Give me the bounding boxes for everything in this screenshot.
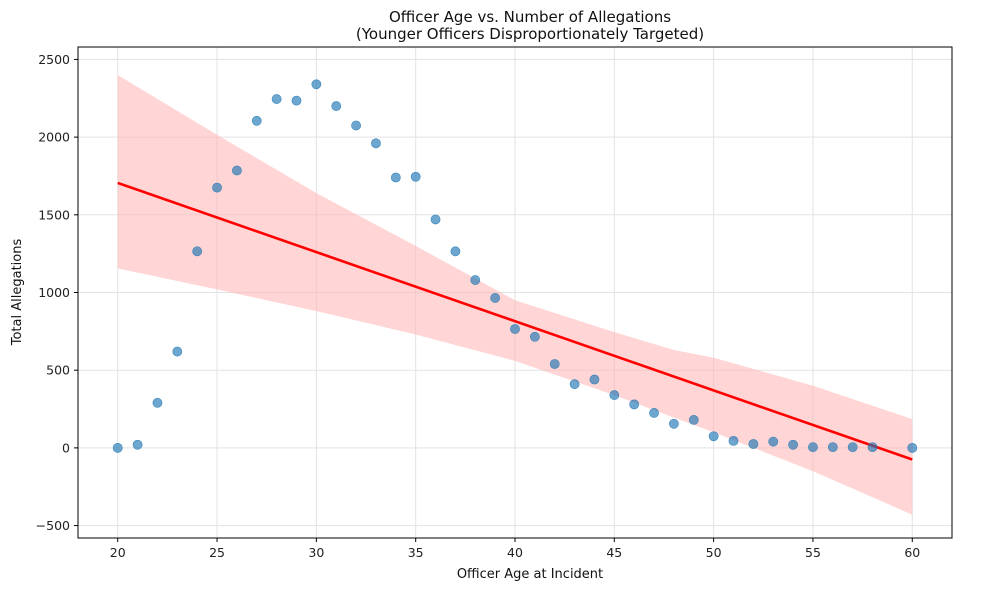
scatter-point — [291, 95, 302, 106]
scatter-point — [867, 442, 878, 453]
scatter-point — [410, 171, 421, 182]
scatter-point — [549, 359, 560, 369]
regression-line-layer — [117, 181, 913, 461]
y-tick-label: 0 — [62, 440, 70, 455]
scatter-point — [212, 182, 222, 193]
y-tick-label: 2500 — [38, 52, 70, 67]
scatter-point — [192, 246, 203, 257]
scatter-point — [688, 415, 699, 425]
scatter-point — [629, 399, 640, 410]
scatter-point — [669, 418, 679, 429]
scatter-point — [371, 138, 381, 149]
scatter-point — [232, 165, 242, 176]
scatter-point — [450, 246, 461, 257]
scatter-point — [768, 436, 779, 447]
scatter-point — [589, 374, 600, 385]
scatter-point — [351, 120, 361, 131]
y-tick-label: 1500 — [38, 207, 70, 222]
tick-labels: 20 25 30 35 40 45 50 55 60 −500 0 500 1000 1500 2000 25… — [36, 52, 921, 560]
confidence-band — [117, 75, 913, 515]
scatter-point — [529, 331, 540, 342]
x-tick-label: 30 — [308, 545, 324, 560]
grid — [78, 47, 952, 538]
scatter-point — [251, 115, 262, 126]
y-tick-label: 500 — [46, 363, 70, 378]
regression-line — [117, 181, 913, 461]
scatter-point — [649, 408, 659, 418]
scatter-point — [847, 442, 858, 453]
y-tick-label: 1000 — [38, 285, 70, 300]
x-tick-label: 55 — [805, 545, 821, 560]
scatter-point — [331, 101, 342, 111]
y-axis-label: Total Allegations — [10, 239, 25, 347]
y-tick-label: −500 — [36, 518, 70, 533]
confidence-band-layer — [117, 75, 913, 515]
scatter-point — [311, 79, 322, 90]
x-tick-label: 45 — [606, 545, 622, 560]
scatter-point — [808, 442, 818, 453]
chart-subtitle: (Younger Officers Disproportionately Tar… — [356, 25, 704, 43]
scatter-point — [748, 439, 759, 449]
scatter-point — [112, 442, 123, 453]
x-tick-label: 40 — [507, 545, 523, 560]
scatter-point — [172, 346, 183, 357]
x-tick-label: 20 — [110, 545, 126, 560]
scatter-point — [490, 293, 501, 303]
chart-title: Officer Age vs. Number of Allegations — [389, 8, 671, 26]
scatter-point — [430, 214, 441, 225]
x-tick-label: 60 — [904, 545, 920, 560]
scatter-point — [152, 397, 163, 408]
scatter-point — [390, 172, 401, 183]
scatter-points — [112, 79, 918, 453]
scatter-point — [609, 390, 620, 400]
scatter-point — [788, 439, 798, 450]
x-axis-label: Officer Age at Incident — [457, 567, 603, 582]
scatter-point — [271, 94, 282, 104]
y-tick-label: 2000 — [38, 130, 70, 145]
x-tick-label: 50 — [706, 545, 722, 560]
scatter-point — [510, 324, 520, 334]
scatter-point — [569, 379, 580, 390]
scatter-point — [132, 439, 143, 450]
scatter-point — [907, 442, 918, 453]
x-tick-label: 25 — [209, 545, 225, 560]
axes — [74, 46, 953, 542]
x-tick-label: 35 — [408, 545, 424, 560]
scatter-point — [708, 431, 719, 442]
scatter-point — [827, 442, 838, 453]
scatter-point — [728, 435, 739, 446]
scatter-point — [470, 275, 481, 285]
